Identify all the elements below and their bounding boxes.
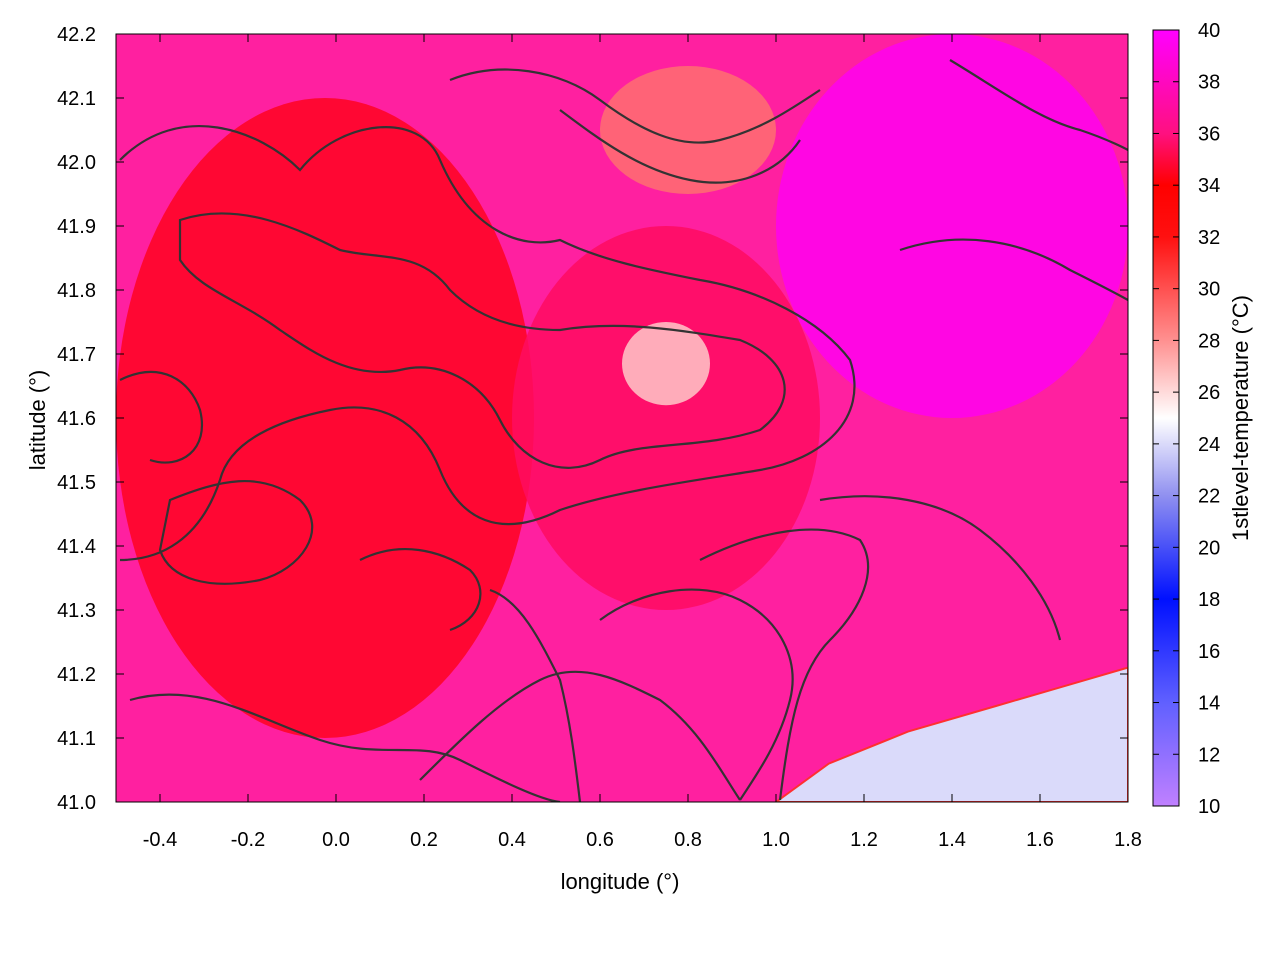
heat-region-center-warm	[512, 226, 820, 610]
x-tick-label: 1.0	[762, 829, 790, 851]
colorbar-tick-label: 16	[1198, 641, 1220, 663]
contour-line	[419, 670, 741, 801]
plot-area	[116, 34, 1128, 802]
y-axis-label: latitude (°)	[25, 370, 50, 471]
colorbar-tick-label: 26	[1198, 382, 1220, 404]
x-tick-label: 1.4	[938, 829, 966, 851]
colorbar-tick-label: 10	[1198, 796, 1220, 818]
y-axis: 41.0 41.1 41.2 41.3 41.4 41.5 41.6 41.7 41.8 41.9…	[57, 24, 1128, 814]
x-tick-label: 0.6	[586, 829, 614, 851]
y-tick-label: 41.5	[57, 472, 96, 494]
y-tick-label: 41.9	[57, 216, 96, 238]
colorbar-tick-label: 18	[1198, 589, 1220, 611]
heat-region-west-warm	[116, 98, 534, 738]
contour-line	[178, 212, 786, 469]
y-tick-label: 41.1	[57, 728, 96, 750]
x-tick-label: -0.4	[143, 829, 177, 851]
colorbar-tick-label: 34	[1198, 175, 1220, 197]
x-axis: -0.4 -0.2 0.0 0.2 0.4 0.6 0.8 1.0 1.2 1.4 1.6 1.8	[143, 34, 1142, 851]
x-tick-label: 0.8	[674, 829, 702, 851]
y-tick-label: 41.4	[57, 536, 96, 558]
y-tick-label: 41.3	[57, 600, 96, 622]
colorbar-tick-label: 30	[1198, 279, 1220, 301]
colorbar-label: 1stlevel-temperature (°C)	[1228, 295, 1253, 541]
contour-line	[449, 68, 821, 144]
colorbar-gradient	[1152, 29, 1180, 807]
y-tick-label: 42.2	[57, 24, 96, 46]
colorbar-tick-label: 28	[1198, 330, 1220, 352]
colorbar-tick-label: 20	[1198, 537, 1220, 559]
x-tick-label: 0.0	[322, 829, 350, 851]
heat-region-sea	[774, 666, 1128, 802]
y-tick-label: 41.7	[57, 344, 96, 366]
y-tick-label: 41.6	[57, 408, 96, 430]
contour-line	[129, 693, 561, 802]
heatmap-regions	[116, 34, 1128, 802]
contour-lines	[119, 59, 1128, 802]
contour-line	[489, 588, 582, 802]
heat-region-north-cool-hills	[600, 66, 776, 194]
colorbar-tick-label: 40	[1198, 20, 1220, 42]
y-tick-label: 42.1	[57, 88, 96, 110]
contour-line	[119, 125, 856, 562]
y-tick-label: 42.0	[57, 152, 96, 174]
y-tick-label: 41.0	[57, 792, 96, 814]
colorbar-tick-label: 32	[1198, 227, 1220, 249]
x-tick-label: 1.6	[1026, 829, 1054, 851]
x-tick-label: -0.2	[231, 829, 265, 851]
x-tick-label: 1.2	[850, 829, 878, 851]
colorbar-tick-label: 22	[1198, 486, 1220, 508]
contour-line	[899, 238, 1128, 301]
x-axis-label: longitude (°)	[561, 869, 680, 894]
contour-line	[158, 479, 314, 585]
contour-line	[119, 370, 203, 464]
heat-region-center-cool-spot	[622, 322, 710, 406]
y-tick-label: 41.8	[57, 280, 96, 302]
colorbar-tick-label: 12	[1198, 744, 1220, 766]
x-tick-label: 0.2	[410, 829, 438, 851]
colorbar-tick-label: 24	[1198, 434, 1220, 456]
colorbar-tick-label: 14	[1198, 693, 1220, 715]
contour-line	[359, 548, 482, 632]
contour-line	[559, 109, 801, 184]
y-tick-label: 41.2	[57, 664, 96, 686]
colorbar: 10 12 14 16 18 20 22 24 26 28 30 32 34 36 38 40	[1152, 20, 1220, 818]
heat-region-northeast-hot	[776, 34, 1128, 418]
colorbar-ticks: 10 12 14 16 18 20 22 24 26 28 30 32 34 36 38 40	[1153, 20, 1220, 818]
colorbar-tick-label: 36	[1198, 123, 1220, 145]
colorbar-tick-label: 38	[1198, 72, 1220, 94]
contour-line	[599, 588, 794, 801]
contour-line	[699, 528, 870, 801]
x-tick-label: 0.4	[498, 829, 526, 851]
contour-line	[949, 59, 1128, 151]
x-tick-label: 1.8	[1114, 829, 1142, 851]
contour-line	[819, 495, 1062, 641]
